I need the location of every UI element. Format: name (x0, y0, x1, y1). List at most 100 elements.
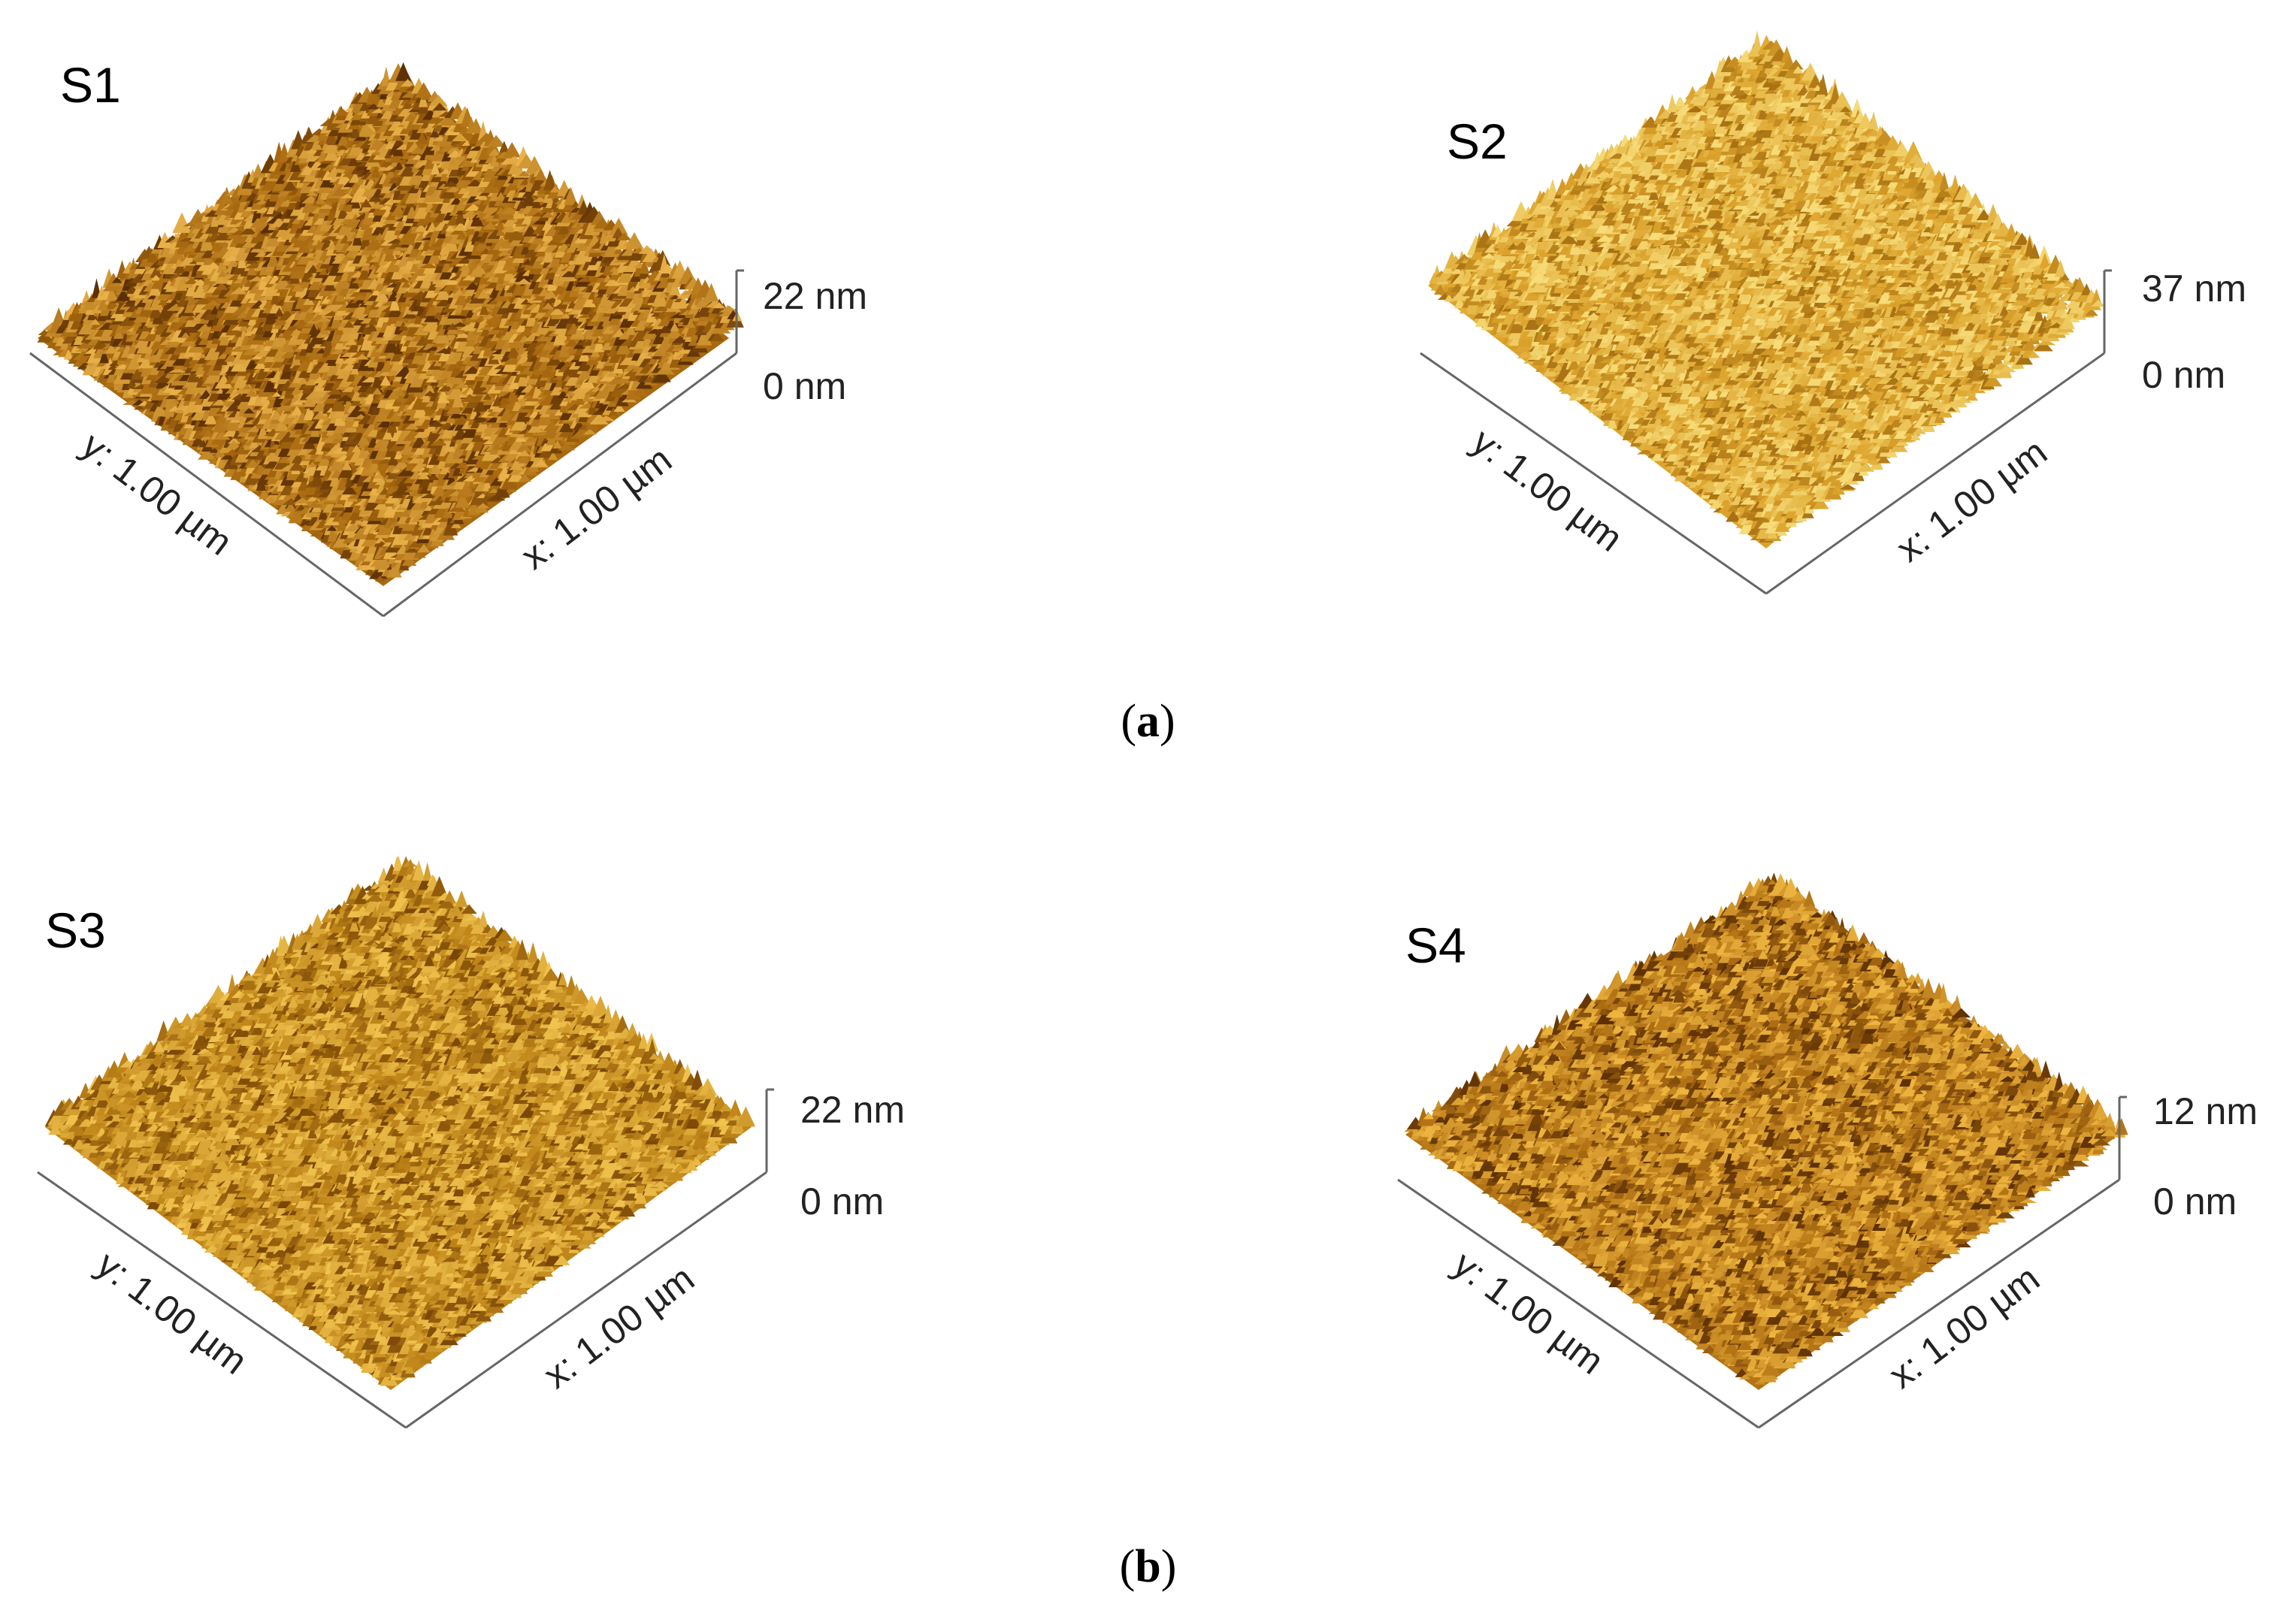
surface-peak (428, 475, 441, 481)
surface-peak (517, 400, 531, 413)
surface-peak (215, 283, 228, 290)
surface-peak (497, 199, 514, 207)
surface-peak (106, 294, 118, 310)
surface-peak (198, 425, 215, 436)
surface-peak (175, 226, 192, 248)
surface-peak (625, 232, 644, 249)
surface-peak (360, 331, 374, 351)
surface-peak (472, 373, 489, 394)
surface-peak (336, 394, 355, 402)
surface-peak (424, 391, 437, 396)
surface-peak (319, 268, 328, 275)
surface-peak (374, 536, 386, 544)
surface-peak (225, 402, 241, 412)
surface-peak (333, 276, 353, 289)
surface-peak (238, 388, 253, 402)
surface-peak (404, 112, 419, 122)
surface-peak (711, 331, 724, 341)
surface-peak (414, 82, 433, 98)
surface-peak (245, 388, 259, 397)
surface-peak (428, 248, 442, 264)
surface-peak (401, 79, 415, 87)
surface-peak (445, 224, 455, 231)
surface-peak (337, 133, 349, 146)
surface-peak (310, 470, 325, 486)
surface-peak (398, 321, 409, 331)
surface-peak (270, 410, 283, 420)
surface-peak (326, 525, 337, 531)
surface-peak (719, 305, 739, 313)
surface-peak (486, 134, 506, 147)
surface-peak (200, 302, 217, 310)
surface-peak (349, 366, 359, 375)
surface-peak (197, 448, 217, 460)
surface-peak (116, 289, 131, 301)
surface-peak (557, 224, 571, 234)
surface-peak (564, 186, 578, 205)
surface-peak (389, 294, 400, 311)
surface-peak (401, 280, 412, 288)
surface-peak (307, 461, 318, 467)
surface-peak (386, 483, 397, 494)
surface-peak (541, 211, 555, 218)
surface-peak (358, 391, 369, 397)
surface-peak (655, 249, 671, 266)
surface-peak (260, 179, 278, 191)
surface-peak (429, 95, 448, 106)
surface-peak (351, 444, 362, 452)
surface-peak (230, 286, 249, 295)
surface-peak (495, 225, 506, 236)
surface-peak (141, 374, 157, 394)
surface-peak (371, 388, 383, 395)
surface-peak (631, 284, 643, 304)
surface-peak (374, 232, 386, 240)
surface-peak (520, 242, 531, 255)
surface-peak (336, 144, 349, 150)
surface-peak (555, 262, 570, 275)
z-min-label: 0 nm (763, 365, 847, 407)
surface-peak (259, 487, 270, 500)
surface-peak (395, 159, 404, 171)
surface-peak (308, 323, 319, 335)
surface-peak (665, 327, 684, 339)
surface-peak (131, 321, 144, 327)
surface-peak (192, 419, 204, 431)
surface-peak (542, 302, 555, 310)
surface-peak (217, 453, 228, 469)
surface-peak (676, 296, 691, 309)
surface-peak (456, 230, 467, 240)
surface-peak (413, 427, 428, 432)
surface-peak (430, 127, 440, 138)
surface-peak (332, 446, 348, 454)
surface-peak (404, 546, 420, 553)
surface-peak (577, 364, 594, 380)
surface-peak (375, 478, 392, 494)
surface-peak (448, 157, 458, 166)
surface-peak (616, 232, 632, 240)
surface-peak (407, 352, 419, 369)
surface-peak (372, 116, 384, 127)
surface-peak (349, 289, 367, 298)
surface-peak (534, 310, 546, 319)
surface-peak (576, 277, 594, 283)
surface-peak (366, 322, 378, 331)
surface-peak (277, 400, 294, 411)
surface-peak (358, 124, 376, 134)
surface-peak (582, 428, 597, 435)
surface-peak (314, 266, 327, 279)
surface-peak (1517, 349, 1533, 358)
surface-peak (495, 192, 507, 201)
surface-peak (349, 271, 359, 289)
surface-peak (155, 323, 170, 329)
surface-peak (443, 500, 453, 518)
surface-peak (395, 388, 406, 397)
surface-peak (397, 466, 417, 476)
surface-peak (377, 96, 386, 107)
surface-peak (227, 437, 241, 444)
surface-peak (289, 167, 304, 181)
surface-peak (576, 359, 594, 371)
surface-peak (652, 328, 667, 345)
surface-peak (243, 408, 255, 414)
surface-peak (369, 201, 388, 209)
surface-peak (368, 263, 378, 270)
